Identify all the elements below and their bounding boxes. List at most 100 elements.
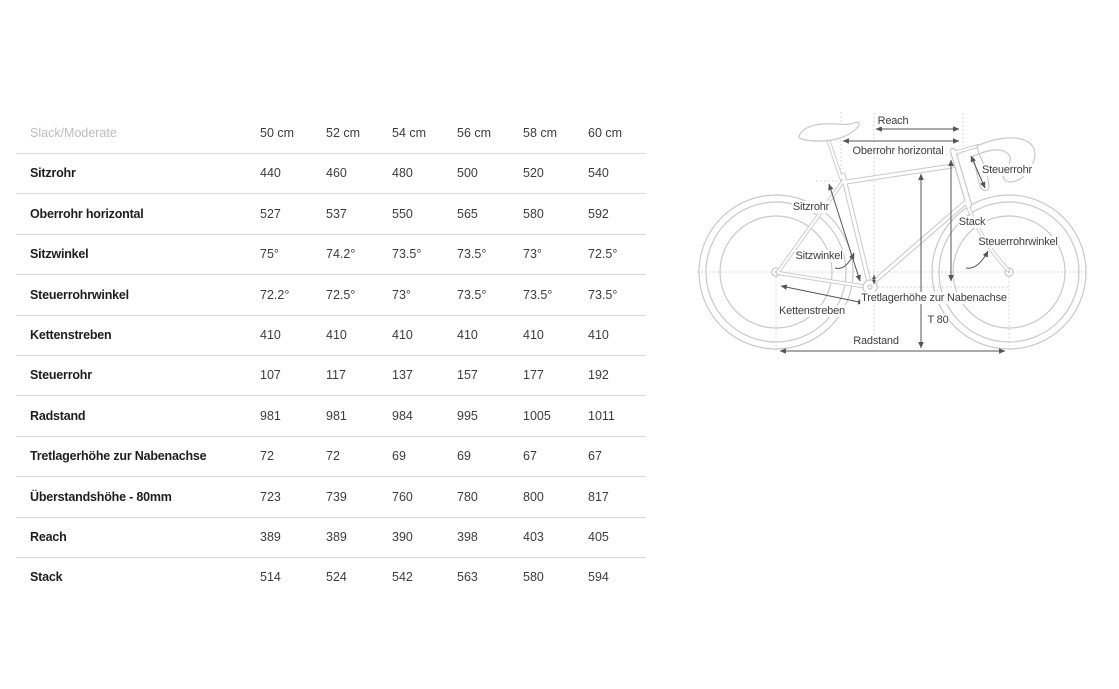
row-value: 565 [457,206,478,221]
row-value: 137 [392,368,413,383]
diagram-label-kettenstreben: Kettenstreben [778,304,846,318]
row-value: 540 [588,166,609,181]
row-value: 527 [260,206,281,221]
row-value: 594 [588,570,609,585]
row-value: 592 [588,206,609,221]
row-value: 73° [523,247,542,262]
row-value: 410 [326,328,347,342]
row-value: 514 [260,570,281,585]
row-value: 73.5° [457,287,487,302]
row-value: 107 [260,368,281,383]
row-value: 72.5° [588,247,618,262]
row-value: 981 [260,408,281,423]
row-value: 550 [392,206,413,221]
row-value: 563 [457,570,478,585]
row-value: 73.5° [392,247,422,262]
diagram-label-sitzrohr: Sitzrohr [791,200,831,214]
row-value: 800 [523,489,544,504]
row-value: 410 [260,328,281,342]
table-row: Steuerrohrwinkel 72.2° 72.5° 73° 73.5° 73.5° 7… [16,275,646,316]
row-value: 75° [260,247,279,262]
dimension-lines [779,126,1006,354]
row-value: 500 [457,166,478,181]
row-value: 760 [392,489,413,504]
table-header-title: Slack/Moderate [30,126,117,141]
row-value: 537 [326,206,347,221]
diagram-label-stack: Stack [957,215,987,229]
row-value: 398 [457,529,478,544]
size-column-header: 58 cm [523,126,558,141]
diagram-label-t80: T 80 [926,313,950,327]
row-label: Überstandshöhe - 80mm [30,489,172,504]
row-value: 410 [588,328,609,342]
row-value: 723 [260,489,281,504]
row-value: 389 [260,529,281,544]
row-label: Stack [30,570,63,585]
row-value: 403 [523,529,544,544]
table-row: Kettenstreben 410 410 410 410 410 410 [16,316,646,356]
row-value: 72.2° [260,287,290,302]
row-value: 580 [523,570,544,585]
row-value: 817 [588,489,609,504]
row-value: 410 [523,328,544,342]
row-value: 69 [457,449,471,464]
row-value: 780 [457,489,478,504]
row-value: 389 [326,529,347,544]
row-value: 580 [523,206,544,221]
bike-geometry-illustration [697,112,1087,354]
row-value: 1011 [588,408,615,423]
row-value: 69 [392,449,406,464]
table-row: Sitzwinkel 75° 74.2° 73.5° 73.5° 73° 72.5° [16,235,646,276]
diagram-label-steuerrohr: Steuerrohr [981,163,1033,177]
row-value: 440 [260,166,281,181]
diagram-label-oberrohr: Oberrohr horizontal [851,144,945,158]
table-row: Stack 514 524 542 563 580 594 [16,558,646,597]
row-value: 72 [326,449,340,464]
geometry-table: Slack/Moderate 50 cm 52 cm 54 cm 56 cm 5… [16,114,646,597]
row-value: 460 [326,166,347,181]
size-column-header: 60 cm [588,126,623,141]
row-value: 73° [392,287,411,302]
row-value: 480 [392,166,413,181]
row-value: 72.5° [326,287,356,302]
table-row: Steuerrohr 107 117 137 157 177 192 [16,356,646,397]
row-label: Oberrohr horizontal [30,206,144,221]
row-label: Kettenstreben [30,328,112,342]
size-column-header: 50 cm [260,126,295,141]
size-column-header: 54 cm [392,126,427,141]
table-row: Sitzrohr 440 460 480 500 520 540 [16,154,646,195]
row-value: 117 [326,368,346,383]
diagram-label-sitzwinkel: Sitzwinkel [794,249,844,263]
row-value: 542 [392,570,413,585]
table-row: Reach 389 389 390 398 403 405 [16,518,646,558]
diagram-label-tretlagerhoehe: Tretlagerhöhe zur Nabenachse [860,291,1008,305]
table-row: Oberrohr horizontal 527 537 550 565 580 592 [16,194,646,235]
table-row: Überstandshöhe - 80mm 723 739 760 780 800 817 [16,477,646,518]
row-label: Radstand [30,408,86,423]
row-value: 410 [392,328,413,342]
size-column-header: 52 cm [326,126,361,141]
row-value: 73.5° [523,287,553,302]
table-row: Radstand 981 981 984 995 1005 1011 [16,396,646,437]
row-label: Tretlagerhöhe zur Nabenachse [30,449,207,464]
row-value: 67 [523,449,537,464]
row-value: 72 [260,449,274,464]
row-value: 74.2° [326,247,356,262]
row-value: 405 [588,529,609,544]
table-row: Tretlagerhöhe zur Nabenachse 72 72 69 69 67 67 [16,437,646,478]
row-value: 73.5° [457,247,487,262]
row-value: 995 [457,408,478,423]
size-column-header: 56 cm [457,126,492,141]
geometry-table-body: Sitzrohr 440 460 480 500 520 540 Oberrohr horiz… [16,154,646,597]
diagram-label-radstand: Radstand [852,334,900,348]
row-value: 192 [588,368,609,383]
row-value: 739 [326,489,347,504]
row-value: 73.5° [588,287,618,302]
geometry-diagram: Reach Oberrohr horizontal Steuerrohr Sit… [690,105,1110,365]
row-label: Sitzrohr [30,166,76,181]
diagram-label-reach: Reach [876,114,910,128]
table-header-row: Slack/Moderate 50 cm 52 cm 54 cm 56 cm 5… [16,114,646,154]
row-value: 524 [326,570,347,585]
row-label: Reach [30,529,67,544]
